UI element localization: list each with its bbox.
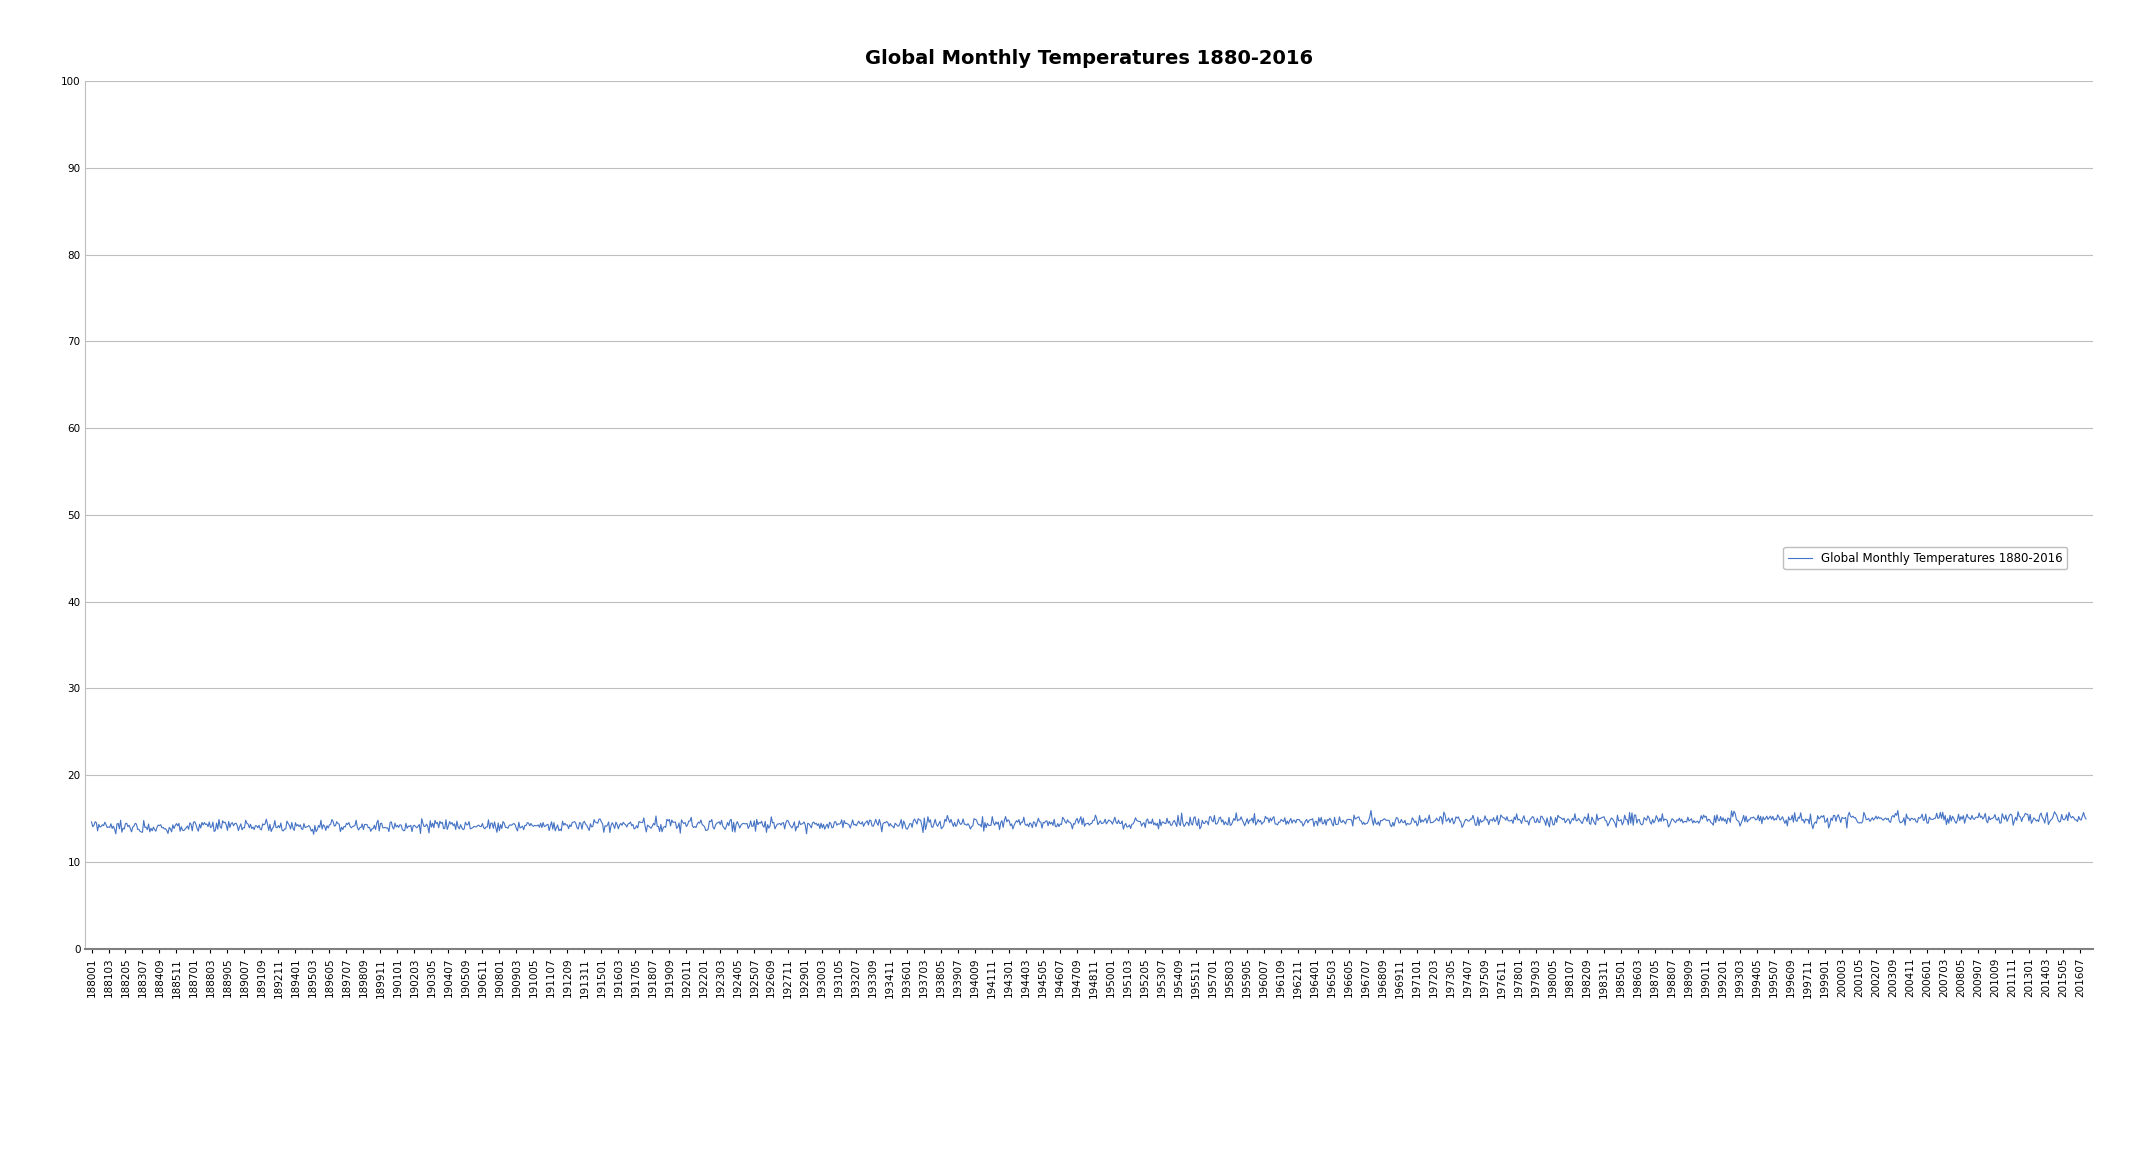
Global Monthly Temperatures 1880-2016 bbox=[122, 817, 147, 831]
Title: Global Monthly Temperatures 1880-2016: Global Monthly Temperatures 1880-2016 bbox=[865, 50, 1314, 68]
Global Monthly Temperatures 1880-2016 bbox=[150, 820, 175, 834]
Global Monthly Temperatures 1880-2016 bbox=[1358, 803, 1384, 817]
Global Monthly Temperatures 1880-2016 bbox=[141, 820, 167, 834]
Global Monthly Temperatures 1880-2016 bbox=[224, 818, 250, 832]
Global Monthly Temperatures 1880-2016 bbox=[1205, 817, 1230, 831]
Legend: Global Monthly Temperatures 1880-2016: Global Monthly Temperatures 1880-2016 bbox=[1784, 547, 2068, 569]
Global Monthly Temperatures 1880-2016 bbox=[2074, 812, 2100, 826]
Global Monthly Temperatures 1880-2016 bbox=[301, 827, 327, 841]
Global Monthly Temperatures 1880-2016 bbox=[79, 815, 105, 828]
Global Monthly Temperatures 1880-2016 bbox=[1705, 808, 1730, 821]
Line: Global Monthly Temperatures 1880-2016: Global Monthly Temperatures 1880-2016 bbox=[92, 810, 2087, 834]
